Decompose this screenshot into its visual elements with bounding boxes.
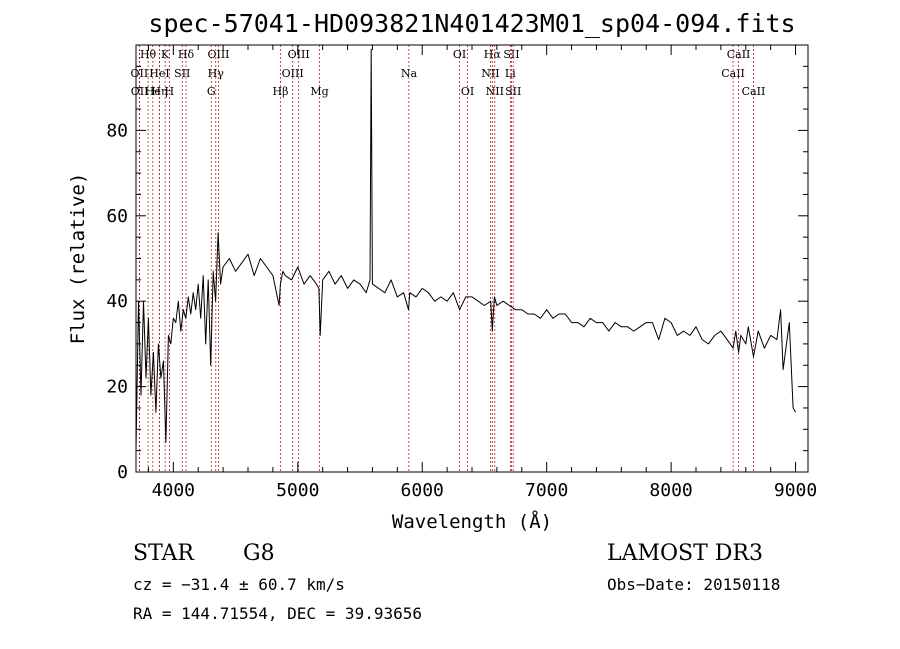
spectral-line-label: Hα xyxy=(484,48,502,61)
spectral-line-label: OI xyxy=(453,48,466,61)
spectral-line-label: NII xyxy=(486,85,504,98)
y-tick-label: 40 xyxy=(106,291,128,312)
object-subclass: G8 xyxy=(243,541,275,566)
spectral-line-label: SII xyxy=(503,48,519,61)
spectral-line-label: G xyxy=(207,85,216,98)
spectral-line-label: Hη xyxy=(151,85,167,98)
spectral-line-label: SII xyxy=(174,67,190,80)
spectral-line-label: OIII xyxy=(282,67,304,80)
spectral-line-label: OI xyxy=(461,85,474,98)
spectral-line-label: H xyxy=(165,85,175,98)
y-tick-label: 20 xyxy=(106,377,128,398)
spectral-line-label: NII xyxy=(481,67,499,80)
spectral-line-label: Li xyxy=(505,67,516,80)
y-tick-label: 80 xyxy=(106,120,128,141)
chart-title: spec-57041-HD093821N401423M01_sp04-094.f… xyxy=(148,9,795,38)
x-axis-label: Wavelength (Å) xyxy=(392,510,552,533)
x-tick-label: 6000 xyxy=(401,480,444,501)
y-tick-label: 0 xyxy=(117,462,128,483)
spectrum-series xyxy=(135,48,797,451)
x-tick-label: 4000 xyxy=(152,480,195,501)
observation-date: Obs−Date: 20150118 xyxy=(607,575,780,594)
y-axis-label: Flux (relative) xyxy=(67,173,89,345)
spectral-line-label: K xyxy=(161,48,170,61)
spectral-line-label: Na xyxy=(401,67,418,80)
x-tick-label: 5000 xyxy=(276,480,319,501)
spectral-line-label: OIII xyxy=(207,48,229,61)
redshift-velocity: cz = −31.4 ± 60.7 km/s xyxy=(133,575,345,594)
object-class: STAR xyxy=(133,541,195,566)
spectral-line-label: Hβ xyxy=(273,85,289,98)
spectral-line-label: Hγ xyxy=(208,67,225,80)
axis-ticks: 4000 5000 6000 7000 8000 9000 0 20 40 60 80 xyxy=(106,45,817,501)
x-tick-label: 8000 xyxy=(649,480,692,501)
spectral-line-label: SII xyxy=(505,85,521,98)
spectral-line-label: CaII xyxy=(727,48,751,61)
x-tick-label: 9000 xyxy=(774,480,817,501)
spectral-line-label: HeI xyxy=(149,67,169,80)
y-tick-label: 60 xyxy=(106,206,128,227)
spectrum-line xyxy=(135,48,797,451)
spectral-line-label: CaII xyxy=(742,85,766,98)
plot-frame xyxy=(135,44,809,473)
spectral-line-label: CaII xyxy=(721,67,745,80)
survey-name: LAMOST DR3 xyxy=(607,541,763,566)
spectral-line-label: OII xyxy=(131,85,149,98)
spectral-line-label: Hδ xyxy=(178,48,195,61)
spectral-line-label: Mg xyxy=(310,85,328,98)
spectral-line-label: He xyxy=(145,85,161,98)
coordinates: RA = 144.71554, DEC = 39.93656 xyxy=(133,604,422,623)
x-tick-label: 7000 xyxy=(525,480,568,501)
spectral-line-label: OIII xyxy=(288,48,310,61)
